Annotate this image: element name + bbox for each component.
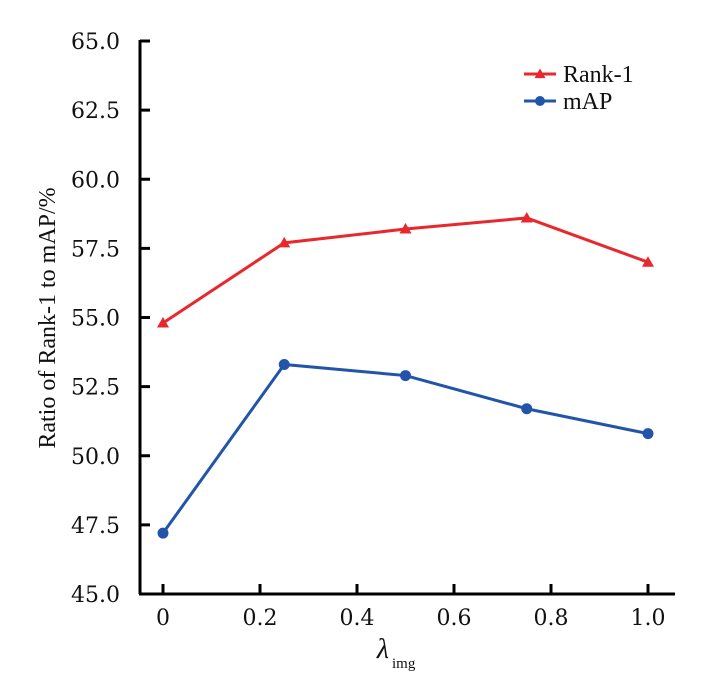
series-rank-1-point (642, 256, 654, 267)
legend-marker-rank-1 (534, 68, 546, 79)
y-tick-label: 60.0 (71, 168, 120, 193)
y-tick-label: 65.0 (71, 30, 120, 55)
y-tick-label: 57.5 (71, 237, 120, 262)
y-tick-label: 62.5 (71, 99, 120, 124)
x-tick-label: 0.6 (437, 606, 472, 631)
x-ticks: 0 0.2 0.4 0.6 0.8 1.0 (156, 584, 666, 631)
legend-item-map: mAP (524, 89, 612, 115)
series-map-point (157, 527, 169, 539)
y-axis-label: Ratio of Rank-1 to mAP/% (35, 187, 61, 448)
series-map-point (642, 428, 654, 440)
x-tick-label: 1.0 (631, 606, 666, 631)
legend-item-rank-1: Rank-1 (524, 62, 634, 88)
x-tick-label: 0.4 (340, 606, 375, 631)
series-map (157, 359, 654, 539)
y-tick-label: 55.0 (71, 307, 120, 332)
legend-label-rank-1: Rank-1 (563, 62, 634, 88)
y-tick-label: 47.5 (71, 514, 120, 539)
y-ticks: 45.0 47.5 50.0 52.5 55.0 57.5 60.0 62.5 65.0 (71, 30, 150, 608)
x-axis-label-main: λ (376, 634, 389, 665)
series-rank-1-line (162, 216, 649, 325)
y-tick-label: 45.0 (71, 583, 120, 608)
x-tick-label: 0.8 (534, 606, 569, 631)
series-rank-1-point (399, 223, 412, 234)
series-rank-1-point (157, 317, 169, 328)
series-rank-1 (157, 211, 654, 328)
series-map-point (521, 403, 533, 415)
legend-marker-map (535, 96, 545, 106)
legend-label-map: mAP (563, 89, 612, 115)
series-layer (157, 211, 654, 539)
series-map-point (400, 370, 411, 382)
series-map-line (161, 362, 649, 535)
series-rank-1-point (278, 236, 291, 248)
y-tick-label: 50.0 (71, 445, 120, 470)
series-rank-1-point (520, 211, 533, 223)
axes (138, 40, 675, 596)
x-tick-label: 0 (156, 606, 170, 631)
x-axis-label-sub: img (392, 656, 416, 672)
x-axis-label: λ img (376, 634, 416, 672)
series-map-point (278, 359, 290, 371)
x-tick-label: 0.2 (243, 606, 278, 631)
y-tick-label: 52.5 (71, 376, 120, 401)
